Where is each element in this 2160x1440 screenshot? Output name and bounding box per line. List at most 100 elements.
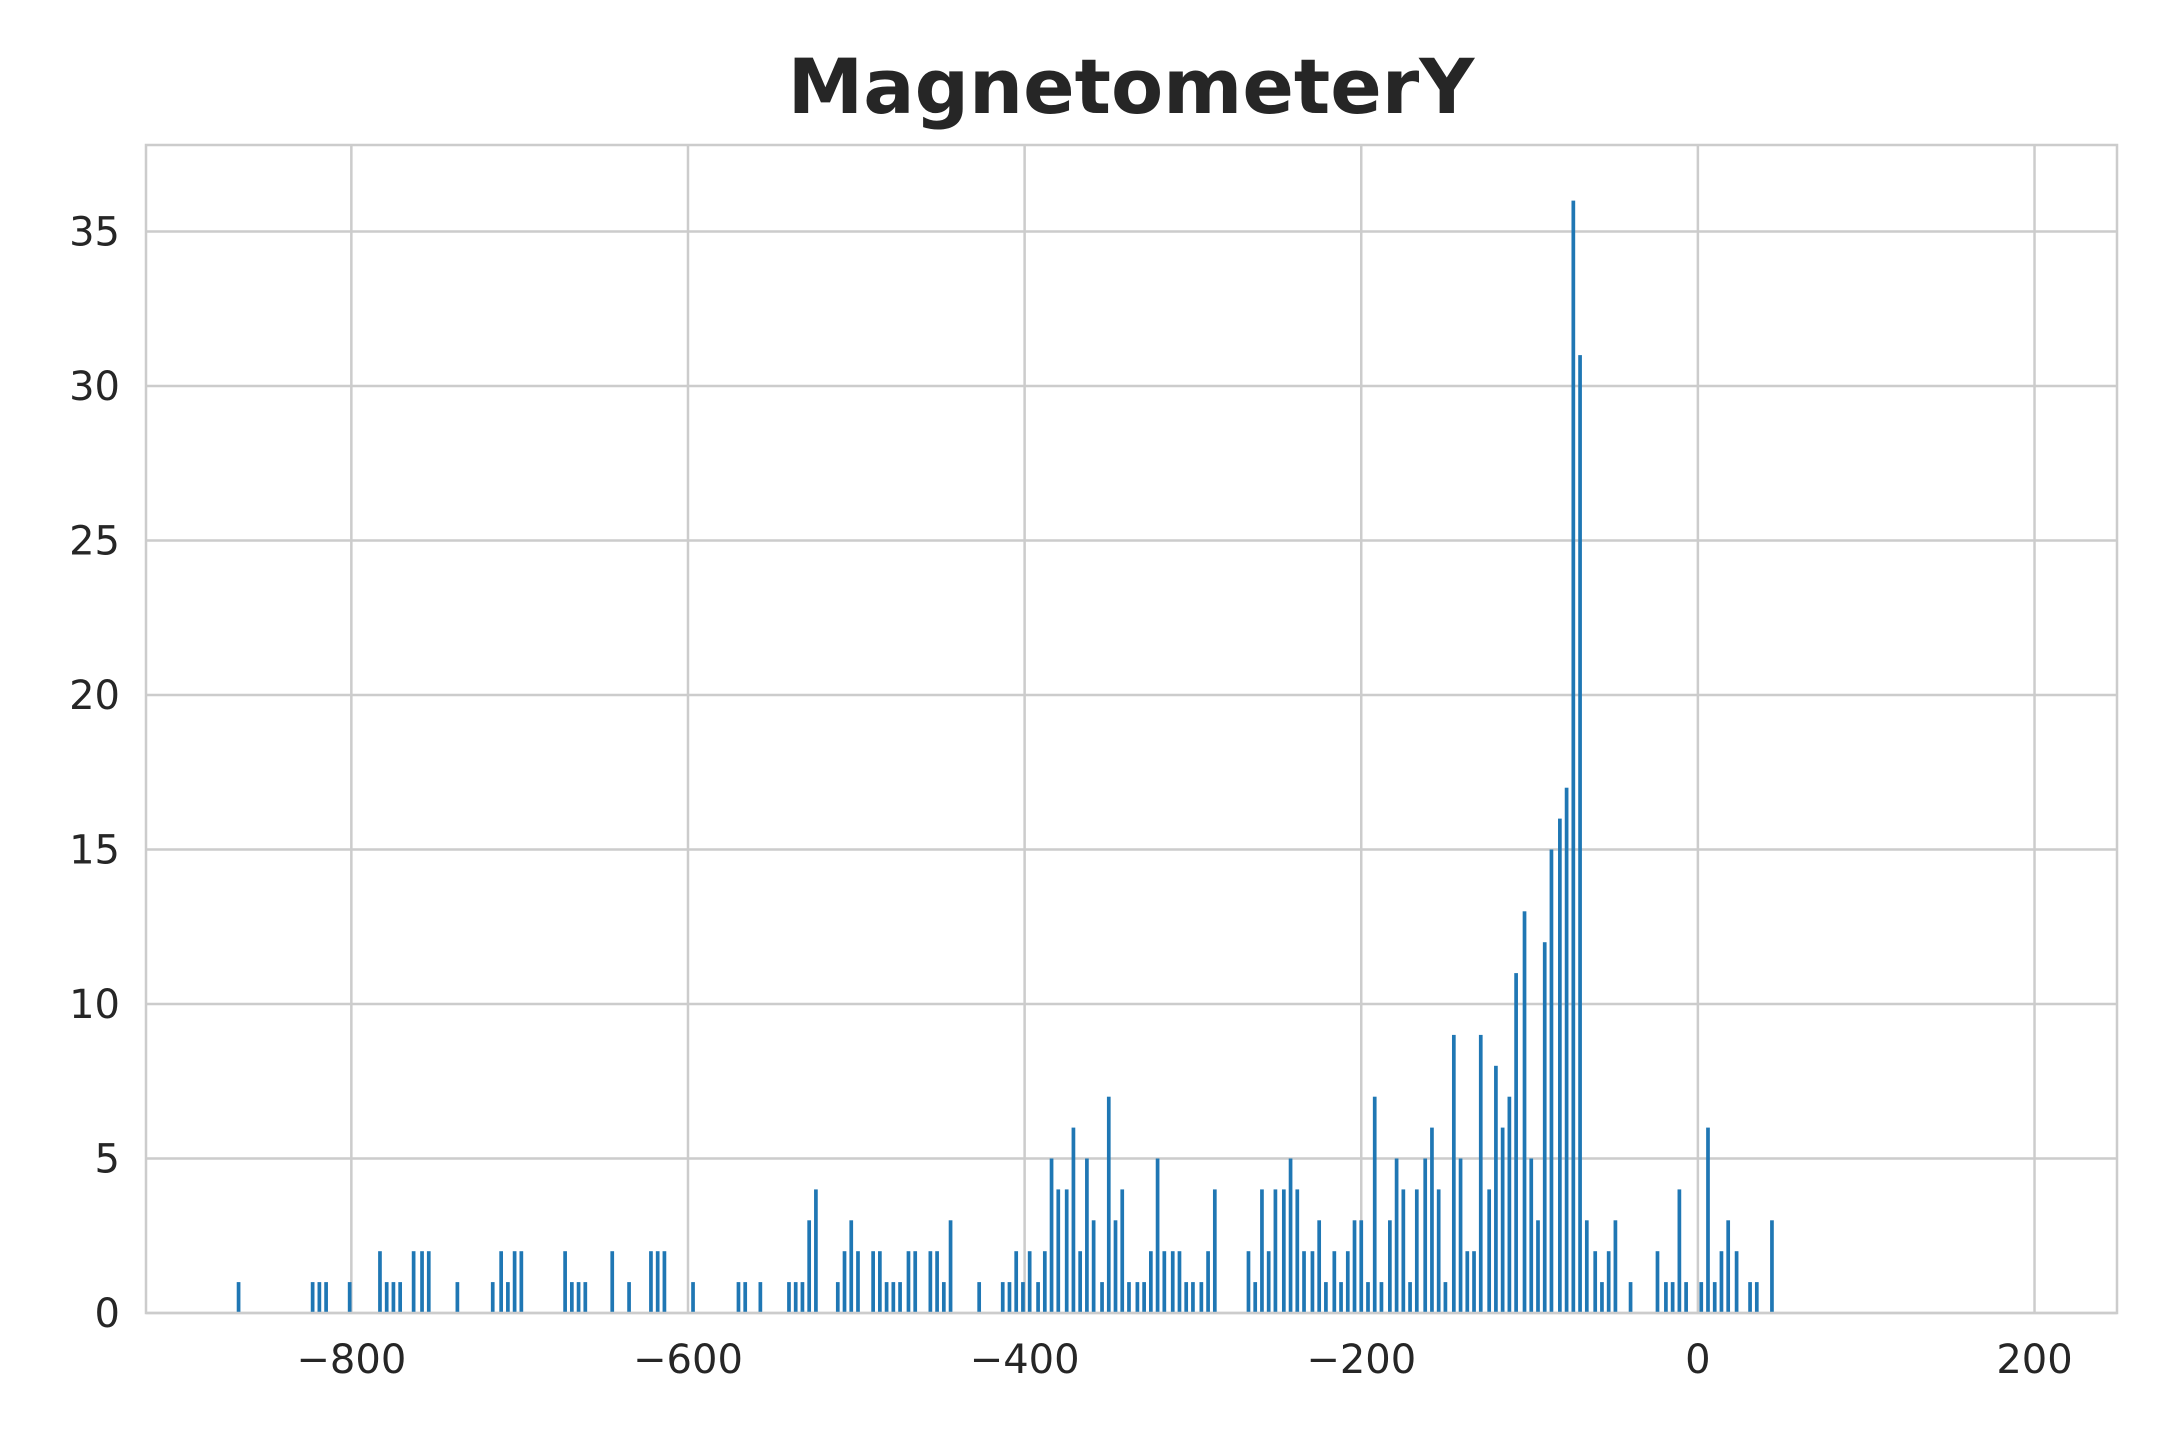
y-tick-label: 20 — [69, 673, 120, 719]
histogram-bar — [1345, 1251, 1350, 1313]
histogram-bar — [1726, 1220, 1731, 1313]
histogram-bar — [324, 1282, 328, 1313]
histogram-bar — [891, 1282, 896, 1313]
histogram-bar — [1558, 818, 1562, 1313]
histogram-bar — [398, 1282, 403, 1313]
histogram-bar — [1071, 1127, 1076, 1313]
x-tick-label: −200 — [1306, 1337, 1416, 1383]
histogram-bar — [563, 1251, 567, 1313]
histogram-bar — [1684, 1282, 1688, 1313]
grid-lines — [146, 145, 2117, 1315]
histogram-bar — [610, 1251, 615, 1313]
histogram-bar — [1042, 1251, 1047, 1313]
histogram-bar — [1324, 1282, 1328, 1313]
x-tick-label: −400 — [970, 1337, 1080, 1383]
histogram-bar — [411, 1251, 416, 1313]
histogram-bar — [1670, 1282, 1675, 1313]
histogram-bar — [1056, 1189, 1061, 1313]
histogram-bar — [913, 1251, 918, 1313]
histogram-bar — [1288, 1158, 1293, 1313]
histogram-bar — [977, 1282, 982, 1313]
histogram-bar — [1100, 1282, 1104, 1313]
histogram-bar — [1007, 1282, 1012, 1313]
histogram-bar — [1423, 1158, 1428, 1313]
histogram-bar — [814, 1189, 818, 1313]
histogram-bar — [1542, 942, 1547, 1313]
histogram-bar — [1394, 1158, 1399, 1313]
histogram-bar — [1514, 973, 1518, 1313]
histogram-bar — [743, 1282, 748, 1313]
histogram-bar — [649, 1251, 653, 1313]
histogram-bar — [1529, 1158, 1534, 1313]
histogram-bar — [1699, 1282, 1704, 1313]
histogram-bar — [506, 1282, 510, 1313]
histogram-bar — [1430, 1127, 1434, 1313]
histogram-bar — [347, 1282, 352, 1313]
histogram-bar — [1451, 1034, 1456, 1313]
histogram-bar — [569, 1282, 574, 1313]
histogram-bar — [317, 1282, 322, 1313]
histogram-bar — [1149, 1251, 1153, 1313]
histogram-bars — [236, 200, 1774, 1314]
histogram-bar — [1253, 1282, 1258, 1313]
histogram-bar — [928, 1251, 933, 1313]
histogram-bar — [1359, 1220, 1364, 1313]
histogram-bar — [455, 1282, 460, 1313]
histogram-bar — [1106, 1096, 1111, 1313]
histogram-bar — [490, 1282, 495, 1313]
histogram-bar — [1317, 1220, 1322, 1313]
histogram-bar — [948, 1220, 953, 1313]
histogram-bar — [378, 1251, 382, 1313]
histogram-bar — [758, 1282, 763, 1313]
histogram-bar — [1000, 1282, 1005, 1313]
chart-title: MagnetometerY — [788, 42, 1476, 131]
histogram-bar — [1127, 1282, 1131, 1313]
histogram-bar — [1142, 1282, 1146, 1313]
histogram-bar — [1155, 1158, 1160, 1313]
histogram-bar — [1372, 1096, 1377, 1313]
histogram-bar — [1507, 1096, 1512, 1313]
x-tick-label: 0 — [1685, 1337, 1710, 1383]
histogram-bar — [1266, 1251, 1271, 1313]
histogram-bar — [1295, 1189, 1300, 1313]
histogram-bar — [1049, 1158, 1054, 1313]
histogram-bar — [1352, 1220, 1357, 1313]
histogram-bar — [1564, 787, 1569, 1313]
histogram-bar — [1162, 1251, 1167, 1313]
histogram-bar — [1339, 1282, 1343, 1313]
y-tick-label: 5 — [95, 1137, 120, 1183]
tick-labels: −800 −600 −400 −200 0 200 0 5 10 15 20 25 30 35 — [69, 210, 2073, 1383]
histogram-bar — [1655, 1251, 1660, 1313]
histogram-bar — [1522, 911, 1527, 1313]
histogram-bar — [1113, 1220, 1118, 1313]
histogram-bar — [1754, 1282, 1759, 1313]
histogram-bar — [1027, 1251, 1032, 1313]
histogram-bar — [1302, 1251, 1306, 1313]
histogram-bar — [1310, 1251, 1315, 1313]
histogram-bar — [1332, 1251, 1337, 1313]
histogram-bar — [736, 1282, 741, 1313]
histogram-bar — [655, 1251, 660, 1313]
histogram-bar — [1388, 1220, 1392, 1313]
histogram-bar — [1379, 1282, 1384, 1313]
histogram-bar — [800, 1282, 805, 1313]
histogram-bar — [1078, 1251, 1083, 1313]
histogram-bar — [1014, 1251, 1019, 1313]
histogram-bar — [1494, 1065, 1498, 1313]
histogram-bar — [1184, 1282, 1189, 1313]
x-tick-label: 200 — [1996, 1337, 2072, 1383]
histogram-bar — [884, 1282, 889, 1313]
histogram-bar — [1500, 1127, 1505, 1313]
histogram-bar — [662, 1251, 667, 1313]
histogram-bar — [236, 1282, 241, 1313]
histogram-bar — [1443, 1282, 1448, 1313]
histogram-bar — [1584, 1220, 1589, 1313]
histogram-bar — [1408, 1282, 1412, 1313]
histogram-bar — [1260, 1189, 1264, 1313]
y-tick-label: 35 — [69, 210, 120, 256]
histogram-bar — [1177, 1251, 1182, 1313]
histogram-bar — [691, 1282, 695, 1313]
